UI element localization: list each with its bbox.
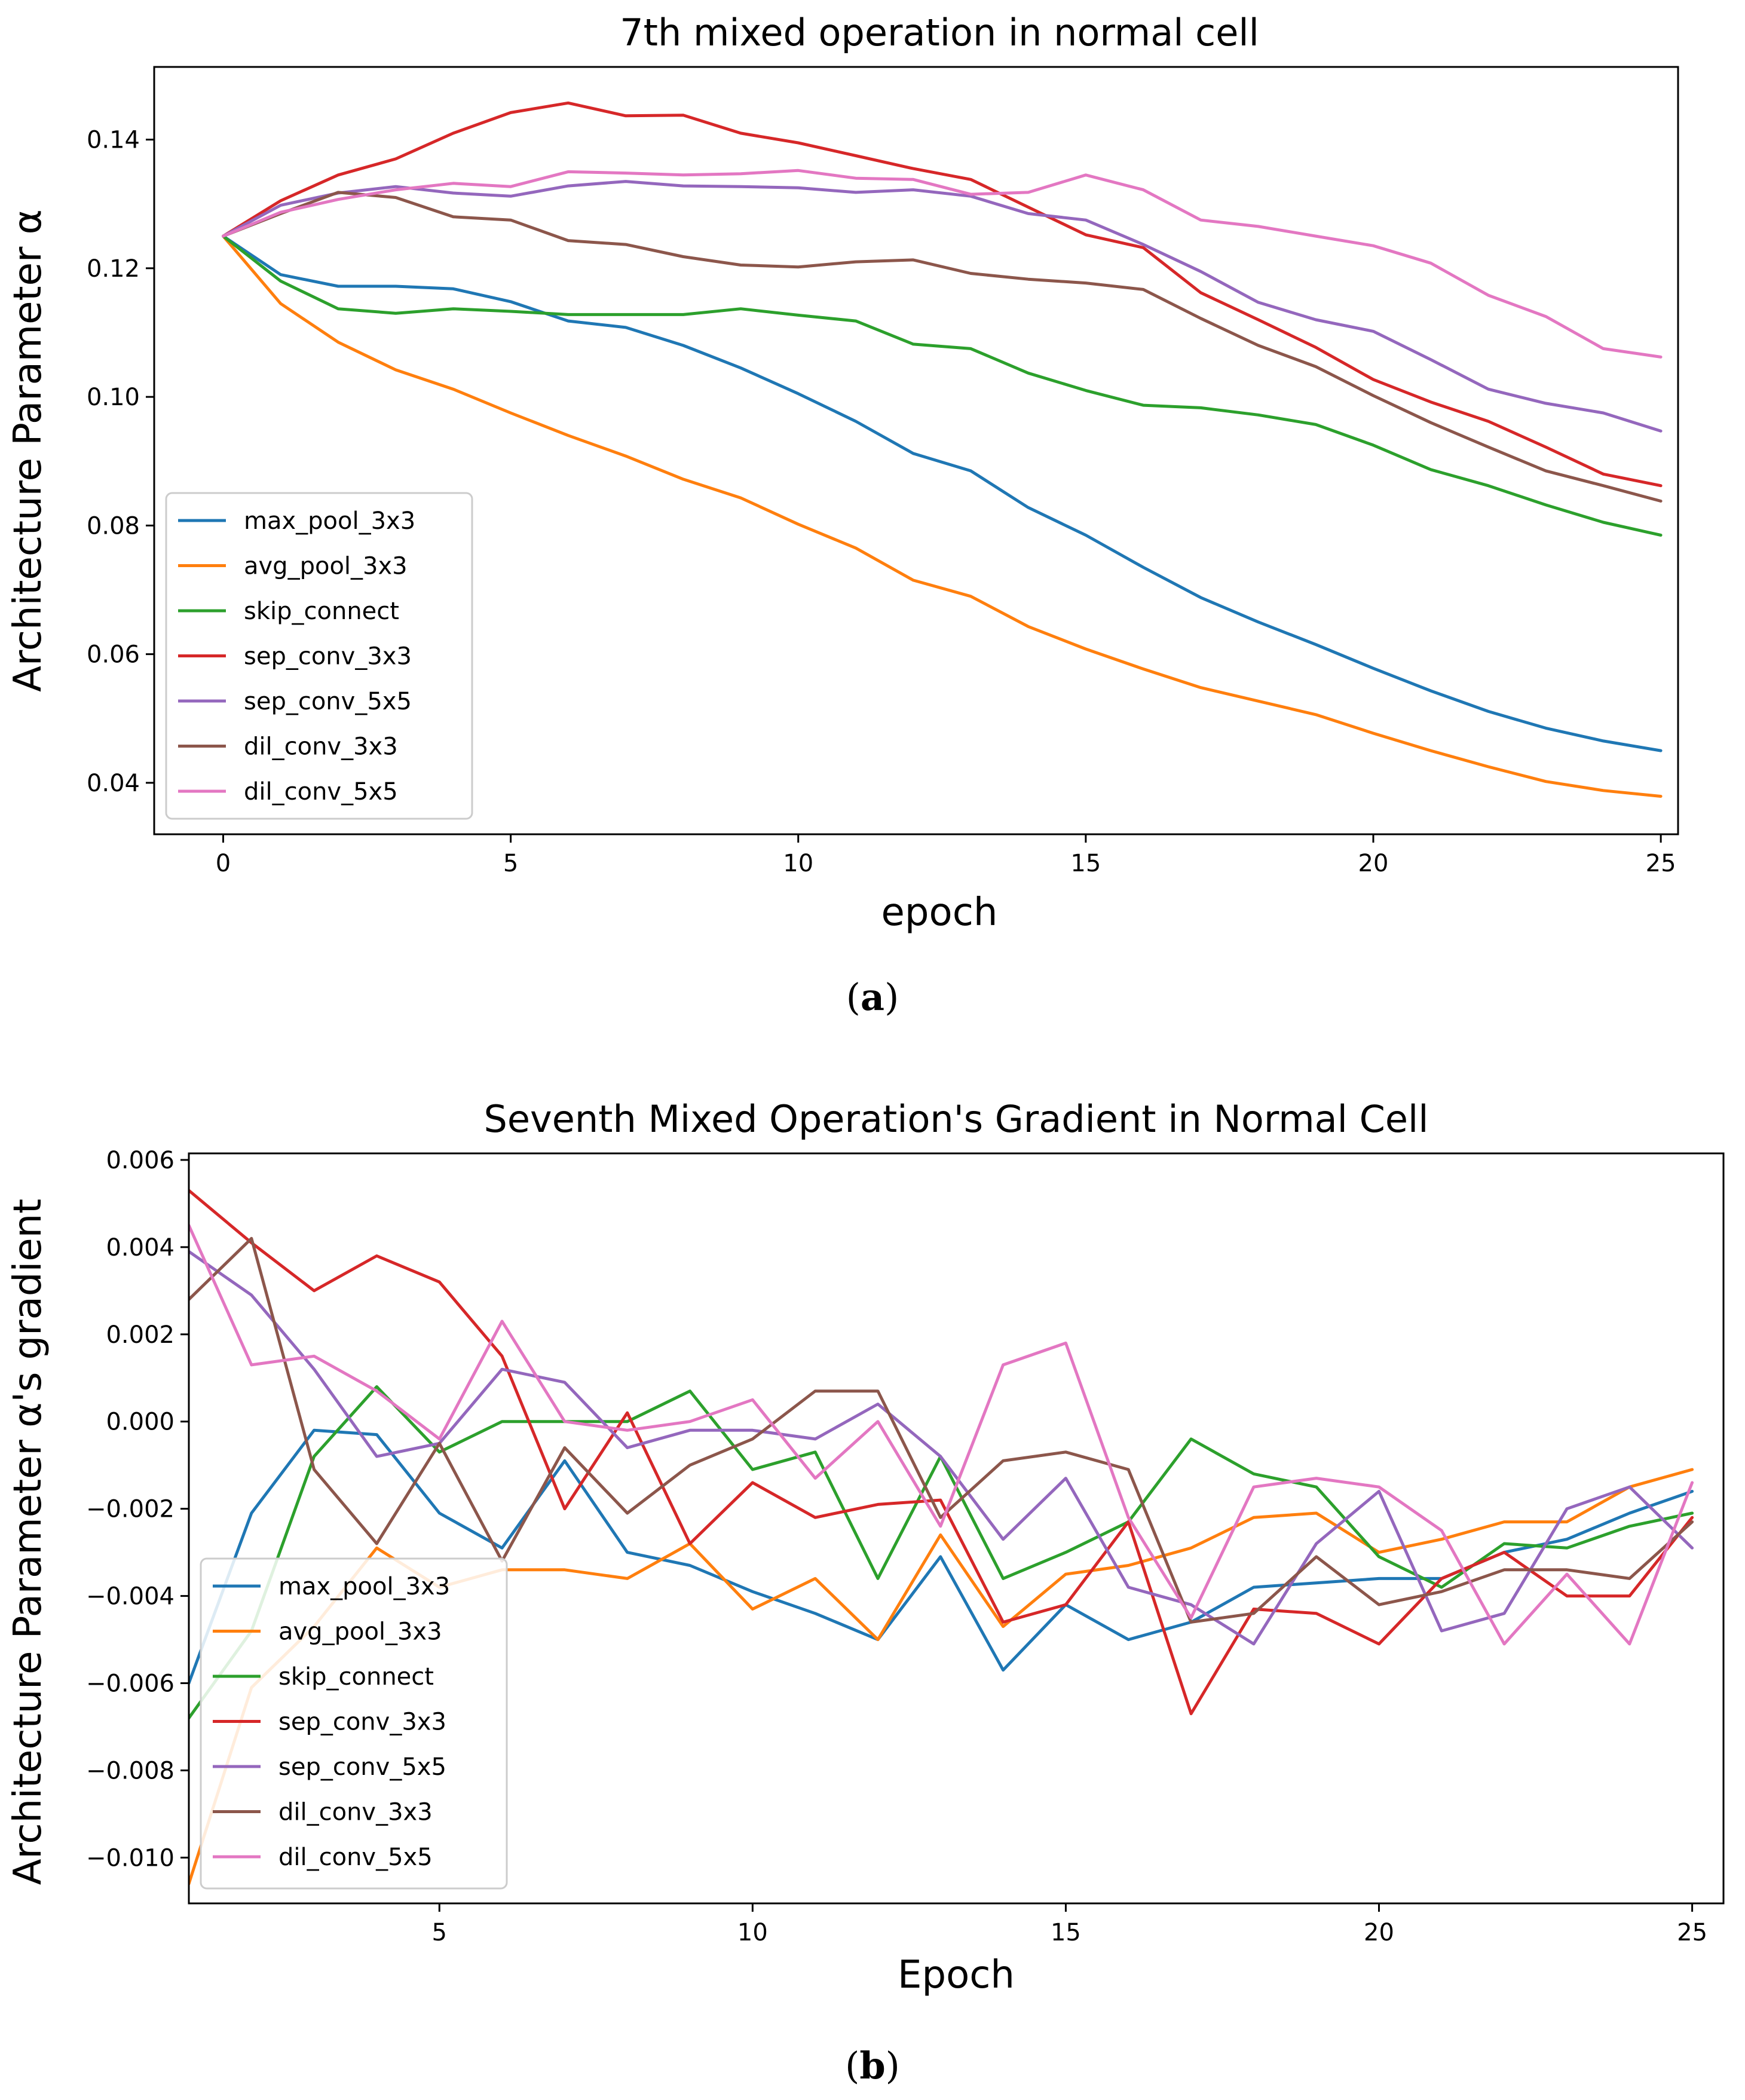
chart-a-legend-label-sep-conv-3x3: sep_conv_3x3 xyxy=(244,643,412,671)
chart-b-y-tick-label: −0.002 xyxy=(86,1496,174,1523)
chart-a-y-tick-label: 0.04 xyxy=(87,770,140,797)
chart-a-legend-label-sep-conv-5x5: sep_conv_5x5 xyxy=(244,688,412,715)
caption-b: (b) xyxy=(845,2044,900,2087)
chart-b-y-tick-label: 0.002 xyxy=(106,1321,174,1349)
caption-a-close: ) xyxy=(884,975,899,1019)
chart-a-y-tick-label: 0.10 xyxy=(87,384,140,411)
chart-a-legend-label-dil-conv-3x3: dil_conv_3x3 xyxy=(244,733,398,761)
chart-b-x-tick-label: 15 xyxy=(1051,1919,1081,1946)
chart-b-y-tick-label: 0.004 xyxy=(106,1234,174,1262)
chart-a-x-axis: 0 5 10 15 20 25 xyxy=(216,834,1676,877)
chart-a-legend-box xyxy=(165,492,473,820)
chart-b-x-tick-label: 5 xyxy=(432,1919,447,1946)
chart-a-legend-label-max-pool-3x3: max_pool_3x3 xyxy=(244,507,415,535)
chart-b-title: Seventh Mixed Operation's Gradient in No… xyxy=(484,1097,1429,1141)
chart-a-y-axis: 0.04 0.06 0.08 0.10 0.12 0.14 xyxy=(87,127,154,797)
chart-a: 7th mixed operation in normal cell 0 5 10 1… xyxy=(6,11,1679,935)
chart-a-series-group xyxy=(222,101,1663,798)
chart-a-plot-frame xyxy=(153,66,1679,835)
caption-b-open: ( xyxy=(845,2044,859,2087)
chart-a-y-tick-label: 0.08 xyxy=(87,512,140,540)
chart-b-legend-label-sep-conv-5x5: sep_conv_5x5 xyxy=(278,1753,446,1781)
chart-b-legend-label-dil-conv-5x5: dil_conv_5x5 xyxy=(278,1844,433,1871)
chart-a-series-skip-connect xyxy=(222,234,1663,537)
chart-b-y-tick-label: −0.008 xyxy=(86,1757,174,1784)
chart-a-x-axis-label: epoch xyxy=(881,890,998,935)
chart-b-y-tick-label: −0.010 xyxy=(86,1844,174,1872)
chart-b-legend-label-dil-conv-3x3: dil_conv_3x3 xyxy=(278,1799,433,1826)
chart-a-series-max-pool-3x3 xyxy=(222,234,1663,752)
chart-b-y-axis: −0.010 −0.008 −0.006 −0.004 −0.002 0.000 0.002… xyxy=(86,1147,189,1872)
chart-b-y-axis-label: Architecture Parameter α's gradient xyxy=(6,1199,50,1885)
chart-a-legend-label-avg-pool-3x3: avg_pool_3x3 xyxy=(244,553,408,580)
chart-b-legend-label-max-pool-3x3: max_pool_3x3 xyxy=(278,1573,450,1600)
caption-b-close: ) xyxy=(886,2044,900,2087)
chart-a-series-dil-conv-5x5 xyxy=(222,169,1663,359)
chart-b-series-group xyxy=(189,1189,1694,1885)
chart-b-x-tick-label: 25 xyxy=(1677,1919,1707,1946)
chart-b-series-sep-conv-3x3 xyxy=(189,1189,1694,1716)
chart-b-legend-label-avg-pool-3x3: avg_pool_3x3 xyxy=(278,1618,442,1646)
chart-a-title: 7th mixed operation in normal cell xyxy=(620,11,1259,54)
chart-b-y-tick-label: −0.006 xyxy=(86,1670,174,1698)
caption-a-letter: a xyxy=(861,975,884,1019)
chart-a-y-axis-label: Architecture Parameter α xyxy=(6,209,50,692)
chart-b-plot-frame xyxy=(188,1152,1725,1905)
chart-b-legend-label-skip-connect: skip_connect xyxy=(278,1663,434,1691)
chart-b-legend: max_pool_3x3 avg_pool_3x3 skip_connect sep_… xyxy=(200,1557,508,1890)
chart-a-y-tick-label: 0.06 xyxy=(87,641,140,669)
caption-a: (a) xyxy=(846,975,899,1019)
chart-b-y-tick-label: −0.004 xyxy=(86,1583,174,1611)
caption-a-open: ( xyxy=(846,975,861,1019)
chart-b-y-tick-label: 0.000 xyxy=(106,1409,174,1436)
chart-b-series-dil-conv-5x5 xyxy=(189,1223,1694,1646)
chart-a-series-avg-pool-3x3 xyxy=(222,234,1663,798)
chart-a-x-tick-label: 25 xyxy=(1646,850,1676,877)
chart-a-x-tick-label: 20 xyxy=(1358,850,1389,877)
chart-a-x-tick-label: 15 xyxy=(1070,850,1101,877)
chart-a-y-tick-label: 0.12 xyxy=(87,255,140,283)
chart-a-legend: max_pool_3x3 avg_pool_3x3 skip_connect sep_… xyxy=(165,492,473,820)
chart-a-series-dil-conv-3x3 xyxy=(222,191,1663,503)
chart-a-series-sep-conv-3x3 xyxy=(222,101,1663,488)
chart-b-series-dil-conv-3x3 xyxy=(189,1236,1694,1624)
chart-a-x-tick-label: 5 xyxy=(503,850,518,877)
chart-b-legend-label-sep-conv-3x3: sep_conv_3x3 xyxy=(278,1709,446,1736)
chart-b-x-tick-label: 20 xyxy=(1364,1919,1394,1946)
chart-b-x-axis: 5 10 15 20 25 xyxy=(432,1903,1707,1946)
chart-a-x-tick-label: 10 xyxy=(783,850,813,877)
chart-b-y-tick-label: 0.006 xyxy=(106,1147,174,1174)
chart-a-y-tick-label: 0.14 xyxy=(87,127,140,154)
chart-a-legend-label-dil-conv-5x5: dil_conv_5x5 xyxy=(244,778,398,806)
chart-b-x-tick-label: 10 xyxy=(737,1919,768,1946)
caption-b-letter: b xyxy=(859,2044,885,2087)
chart-b-x-axis-label: Epoch xyxy=(898,1953,1015,1997)
chart-a-x-tick-label: 0 xyxy=(216,850,231,877)
chart-a-legend-label-skip-connect: skip_connect xyxy=(244,598,399,625)
chart-b-legend-box xyxy=(200,1557,508,1890)
chart-a-series-sep-conv-5x5 xyxy=(222,180,1663,433)
chart-b: Seventh Mixed Operation's Gradient in No… xyxy=(6,1097,1725,1997)
